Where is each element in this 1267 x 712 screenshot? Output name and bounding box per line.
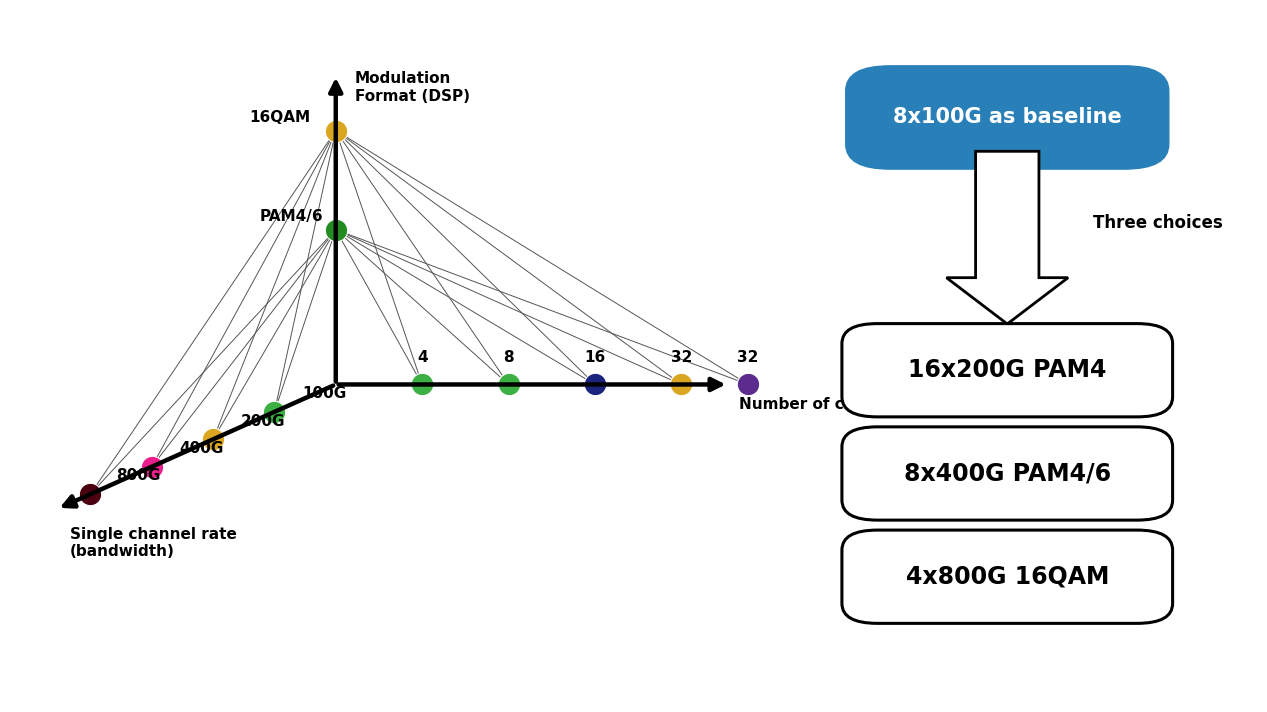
Text: 16QAM: 16QAM: [250, 110, 310, 125]
Text: 8: 8: [503, 350, 514, 365]
Point: [265, 406, 285, 417]
Point: [203, 434, 223, 445]
FancyBboxPatch shape: [841, 530, 1173, 624]
Point: [412, 379, 432, 390]
Text: 16x200G PAM4: 16x200G PAM4: [908, 358, 1106, 382]
Text: 400G: 400G: [180, 441, 224, 456]
FancyBboxPatch shape: [846, 66, 1168, 169]
Text: 200G: 200G: [241, 414, 285, 429]
Point: [80, 488, 100, 500]
Text: Number of channels: Number of channels: [739, 397, 911, 412]
Text: 4x800G 16QAM: 4x800G 16QAM: [906, 565, 1109, 589]
Point: [672, 379, 692, 390]
Text: 32: 32: [670, 350, 692, 365]
Point: [737, 379, 758, 390]
Text: 4: 4: [417, 350, 427, 365]
Point: [142, 461, 162, 473]
Text: 16: 16: [584, 350, 606, 365]
Text: 8x100G as baseline: 8x100G as baseline: [893, 108, 1121, 127]
Point: [585, 379, 606, 390]
Text: Modulation
Format (DSP): Modulation Format (DSP): [355, 71, 470, 104]
Text: 8x400G PAM4/6: 8x400G PAM4/6: [903, 461, 1111, 486]
Text: 32: 32: [737, 350, 759, 365]
Text: PAM4/6: PAM4/6: [260, 209, 323, 224]
Text: Three choices: Three choices: [1093, 214, 1223, 232]
Point: [498, 379, 518, 390]
Text: 800G: 800G: [115, 468, 160, 483]
Text: 100G: 100G: [303, 386, 347, 402]
FancyBboxPatch shape: [841, 426, 1173, 520]
FancyBboxPatch shape: [841, 323, 1173, 417]
Polygon shape: [946, 152, 1068, 324]
Point: [326, 224, 346, 235]
Text: Single channel rate
(bandwidth): Single channel rate (bandwidth): [70, 527, 237, 560]
Point: [326, 125, 346, 136]
